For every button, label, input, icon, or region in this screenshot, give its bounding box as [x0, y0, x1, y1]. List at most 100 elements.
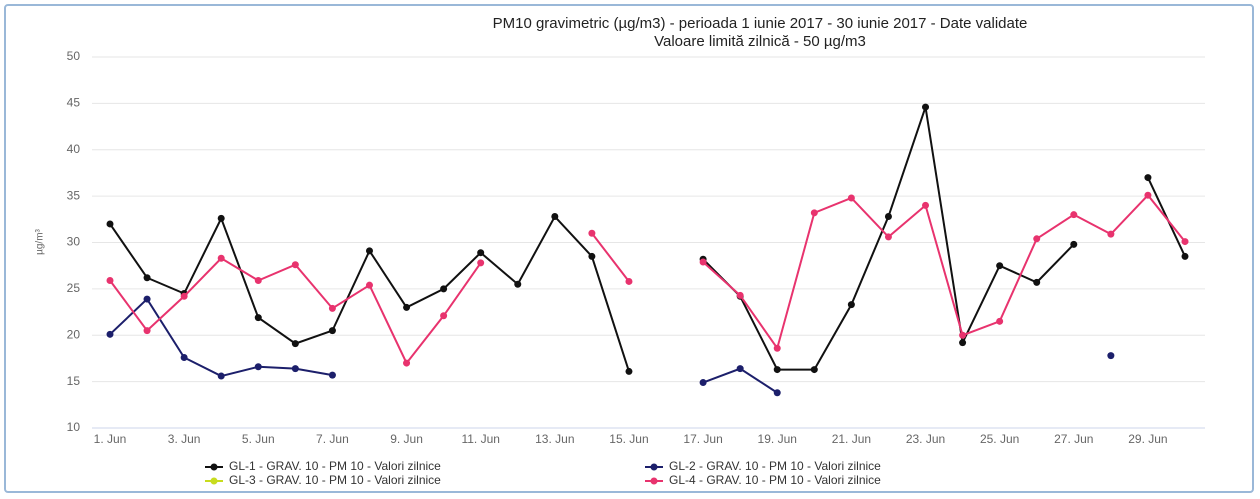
data-point	[699, 379, 707, 387]
data-point	[1144, 174, 1152, 182]
x-tick-label: 23. Jun	[906, 432, 945, 446]
legend-marker	[650, 463, 658, 471]
data-point	[106, 277, 114, 285]
legend-label: GL-2 - GRAV. 10 - PM 10 - Valori zilnice	[669, 459, 881, 473]
x-tick-label: 25. Jun	[980, 432, 1019, 446]
data-point	[1070, 240, 1078, 248]
data-point	[106, 220, 114, 228]
data-point	[1033, 278, 1041, 286]
data-point	[143, 327, 151, 335]
data-point	[625, 277, 633, 285]
legend-label: GL-1 - GRAV. 10 - PM 10 - Valori zilnice	[229, 459, 441, 473]
data-point	[736, 365, 744, 373]
y-tick-label: 10	[67, 420, 81, 434]
x-tick-label: 27. Jun	[1054, 432, 1093, 446]
data-point	[477, 249, 485, 257]
data-point	[291, 261, 299, 269]
data-point	[143, 274, 151, 282]
data-point	[959, 339, 967, 347]
data-point	[884, 213, 892, 221]
y-tick-label: 25	[67, 281, 81, 295]
data-point	[328, 371, 336, 379]
data-point	[699, 258, 707, 266]
data-point	[959, 331, 967, 339]
data-point	[106, 330, 114, 338]
x-tick-label: 21. Jun	[832, 432, 871, 446]
data-point	[328, 327, 336, 335]
data-point	[180, 354, 188, 362]
x-tick-label: 7. Jun	[316, 432, 349, 446]
data-point	[1070, 211, 1078, 219]
y-tick-label: 45	[67, 96, 81, 110]
x-tick-label: 11. Jun	[461, 432, 499, 446]
y-tick-label: 20	[67, 327, 81, 341]
series-line	[702, 193, 1186, 351]
x-tick-label: 1. Jun	[94, 432, 127, 446]
data-point	[254, 314, 262, 322]
y-tick-label: 50	[67, 49, 81, 63]
data-point	[1033, 235, 1041, 243]
data-point	[847, 301, 855, 309]
y-tick-label: 40	[67, 142, 81, 156]
series-line	[702, 367, 778, 394]
legend-marker	[650, 477, 658, 485]
frame	[4, 4, 1254, 493]
data-point	[884, 233, 892, 241]
data-point	[365, 281, 373, 289]
data-point	[440, 312, 448, 320]
chart-subtitle: Valoare limită zilnică - 50 µg/m3	[654, 33, 866, 50]
data-point	[551, 213, 559, 221]
data-point	[588, 229, 596, 237]
data-point	[810, 209, 818, 217]
data-point	[143, 295, 151, 303]
data-point	[1181, 252, 1189, 260]
y-axis-label: µg/m³	[35, 228, 46, 254]
data-point	[403, 303, 411, 311]
y-tick-label: 15	[67, 374, 81, 388]
x-tick-label: 3. Jun	[168, 432, 201, 446]
data-point	[477, 259, 485, 267]
data-point	[440, 285, 448, 293]
data-point	[736, 291, 744, 299]
data-point	[588, 252, 596, 260]
data-point	[1107, 230, 1115, 238]
data-point	[403, 359, 411, 367]
legend-label: GL-3 - GRAV. 10 - PM 10 - Valori zilnice	[229, 473, 441, 487]
data-point	[254, 277, 262, 285]
data-point	[1181, 238, 1189, 246]
data-point	[996, 262, 1004, 270]
series-line	[109, 297, 333, 378]
x-tick-label: 19. Jun	[758, 432, 797, 446]
x-tick-label: 9. Jun	[390, 432, 423, 446]
series-line	[591, 232, 630, 283]
data-point	[291, 365, 299, 373]
legend-label: GL-4 - GRAV. 10 - PM 10 - Valori zilnice	[669, 473, 881, 487]
data-point	[922, 201, 930, 209]
series-line	[109, 214, 630, 372]
data-point	[922, 103, 930, 111]
data-point	[1144, 191, 1152, 199]
data-point	[217, 214, 225, 222]
x-tick-label: 29. Jun	[1128, 432, 1167, 446]
data-point	[217, 254, 225, 262]
data-point	[625, 367, 633, 375]
data-point	[254, 363, 262, 371]
data-point	[365, 247, 373, 255]
data-point	[996, 317, 1004, 325]
data-point	[291, 340, 299, 348]
legend-marker	[210, 477, 218, 485]
y-tick-label: 30	[67, 235, 81, 249]
data-point	[847, 194, 855, 202]
data-point	[1107, 352, 1115, 360]
data-point	[514, 280, 522, 288]
data-point	[180, 292, 188, 300]
data-point	[773, 389, 781, 397]
data-point	[328, 304, 336, 312]
chart-title: PM10 gravimetric (µg/m3) - perioada 1 iu…	[493, 15, 1028, 32]
x-tick-label: 17. Jun	[683, 432, 722, 446]
legend-marker	[210, 463, 218, 471]
y-tick-label: 35	[67, 188, 81, 202]
data-point	[773, 344, 781, 352]
